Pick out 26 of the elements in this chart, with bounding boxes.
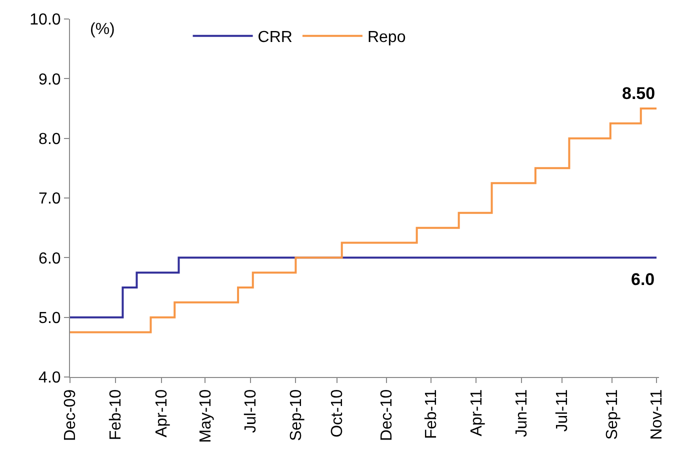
y-tick-label: 8.0	[38, 130, 61, 148]
y-tick-label: 5.0	[38, 310, 61, 327]
x-tick-label: Feb-10	[108, 389, 125, 440]
y-tick-label: 6.0	[38, 250, 61, 268]
y-axis-title: (%)	[90, 21, 115, 38]
x-tick-label: Apr-10	[154, 389, 171, 438]
x-tick-label: Jul-11	[554, 389, 571, 432]
x-tick-label: Oct-10	[329, 389, 346, 438]
x-tick-label: Jul-10	[242, 389, 260, 433]
x-tick-label: Dec-10	[378, 389, 396, 441]
annotation: 6.0	[631, 270, 655, 289]
x-tick-label: Nov-11	[648, 389, 666, 440]
x-tick-label: Apr-11	[468, 389, 486, 436]
y-tick-label: 7.0	[38, 190, 61, 208]
x-tick-label: Sep-10	[288, 389, 305, 441]
y-tick-label: 9.0	[38, 71, 61, 88]
legend-label: CRR	[258, 29, 292, 46]
legend-label: Repo	[367, 29, 406, 46]
x-tick-label: Jun-11	[514, 389, 531, 438]
y-tick-label: 4.0	[38, 370, 61, 387]
x-tick-label: Sep-11	[604, 389, 622, 440]
y-tick-label: 10.0	[30, 12, 61, 29]
x-tick-label: May-10	[197, 389, 214, 443]
x-tick-label: Feb-11	[423, 389, 440, 439]
annotation: 8.50	[622, 84, 656, 103]
x-tick-label: Dec-09	[62, 389, 80, 441]
